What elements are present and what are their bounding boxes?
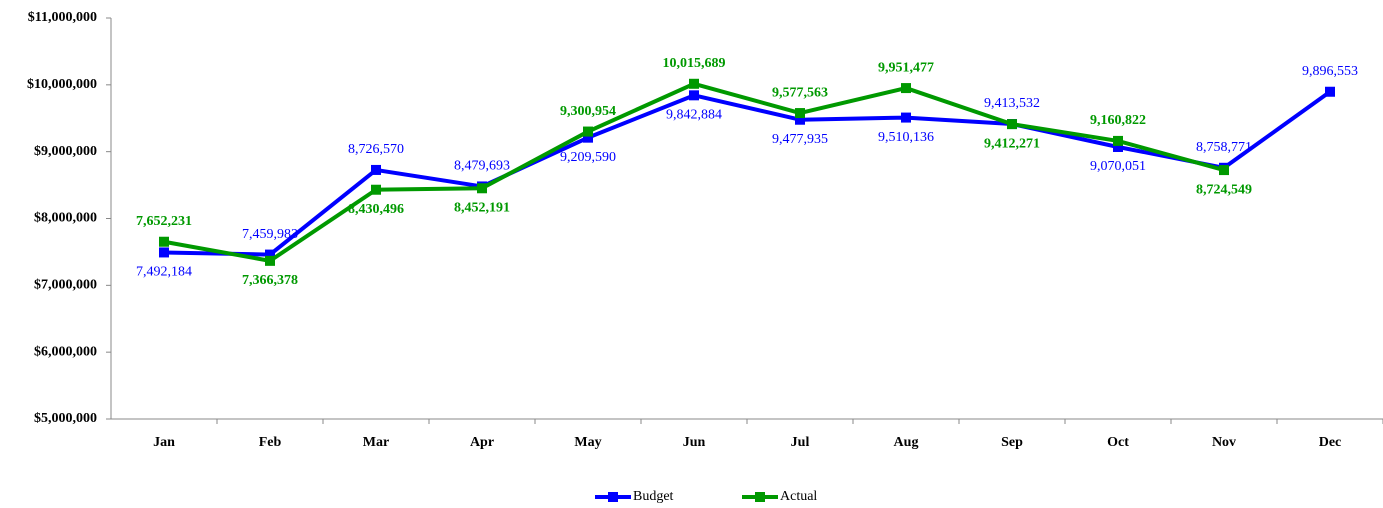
x-tick-label: May — [574, 435, 601, 450]
y-tick-label: $11,000,000 — [28, 10, 97, 25]
data-label: 9,510,136 — [878, 130, 934, 145]
data-label: 8,430,496 — [348, 202, 404, 217]
data-label: 9,477,935 — [772, 132, 828, 147]
x-tick-label: Apr — [470, 435, 494, 450]
y-tick-label: $7,000,000 — [34, 278, 97, 293]
marker — [1113, 135, 1123, 146]
y-tick-label: $10,000,000 — [27, 77, 97, 92]
x-tick-label: Dec — [1319, 435, 1342, 450]
marker — [689, 90, 699, 101]
data-label: 8,452,191 — [454, 200, 510, 215]
x-tick-label: Sep — [1001, 435, 1023, 450]
legend-marker — [755, 492, 765, 502]
marker — [265, 249, 275, 260]
x-tick-label: Jun — [683, 435, 706, 450]
data-label: 9,209,590 — [560, 150, 616, 165]
legend-marker — [608, 492, 618, 502]
marker — [477, 183, 487, 194]
marker — [159, 247, 169, 258]
y-tick-label: $9,000,000 — [34, 144, 97, 159]
legend-label: Actual — [780, 489, 817, 504]
x-tick-label: Feb — [259, 435, 282, 450]
data-label: 8,726,570 — [348, 142, 404, 157]
data-label: 8,479,693 — [454, 159, 510, 174]
data-label: 8,758,771 — [1196, 140, 1252, 155]
y-tick-label: $5,000,000 — [34, 411, 97, 426]
marker — [795, 114, 805, 125]
data-label: 9,413,532 — [984, 96, 1040, 111]
data-label: 9,300,954 — [560, 104, 616, 119]
data-label: 9,160,822 — [1090, 113, 1146, 128]
marker — [371, 164, 381, 175]
y-tick-label: $6,000,000 — [34, 344, 97, 359]
data-label: 8,724,549 — [1196, 182, 1252, 197]
marker — [1219, 165, 1229, 176]
marker — [1325, 86, 1335, 97]
data-label: 9,070,051 — [1090, 159, 1146, 174]
data-label: 7,366,378 — [242, 273, 298, 288]
x-tick-label: Aug — [894, 435, 919, 450]
x-tick-label: Oct — [1107, 435, 1129, 450]
x-tick-label: Jul — [791, 435, 810, 450]
data-label: 7,652,231 — [136, 214, 192, 229]
data-label: 9,951,477 — [878, 60, 934, 75]
data-label: 10,015,689 — [663, 56, 726, 71]
marker — [1007, 119, 1017, 130]
data-label: 9,412,271 — [984, 136, 1040, 151]
marker — [583, 132, 593, 143]
legend-label: Budget — [633, 489, 674, 504]
y-tick-label: $8,000,000 — [34, 211, 97, 226]
marker — [371, 184, 381, 195]
marker — [795, 108, 805, 119]
marker — [265, 255, 275, 266]
x-tick-label: Jan — [153, 435, 175, 450]
marker — [159, 236, 169, 247]
marker — [1113, 141, 1123, 152]
data-label: 9,577,563 — [772, 85, 828, 100]
series-line — [163, 90, 1332, 257]
marker — [901, 112, 911, 123]
x-tick-label: Nov — [1212, 435, 1236, 450]
data-label: 9,896,553 — [1302, 64, 1358, 79]
data-label: 7,459,983 — [242, 227, 298, 242]
marker — [901, 83, 911, 94]
data-label: 9,842,884 — [666, 108, 722, 123]
data-label: 7,492,184 — [136, 265, 192, 280]
marker — [689, 78, 699, 89]
marker — [583, 126, 593, 137]
x-tick-label: Mar — [363, 435, 389, 450]
